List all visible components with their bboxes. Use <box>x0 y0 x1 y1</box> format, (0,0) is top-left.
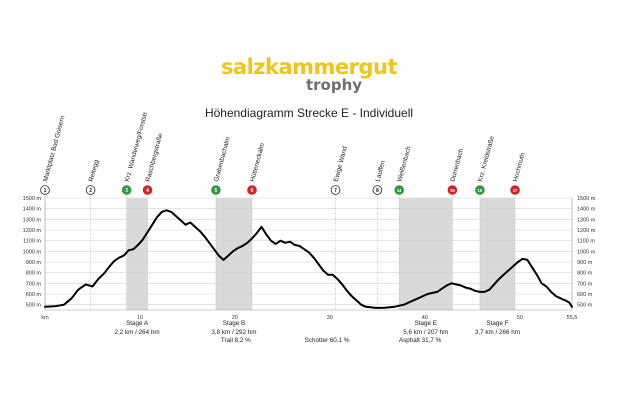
marker: 5 Grabenbachalm <box>211 136 232 195</box>
marker: 6 Hütteneckalm <box>247 142 266 195</box>
marker-circle <box>447 185 458 195</box>
marker: 8 Lauffen <box>372 159 387 195</box>
y-tick-label-left: 800 m <box>26 271 42 277</box>
marker-circle <box>40 185 50 195</box>
elevation-profile-line <box>44 209 573 309</box>
marker-circle <box>247 185 257 195</box>
marker-number: 4 <box>146 188 149 194</box>
stage-name: Stage A <box>126 320 149 327</box>
marker-number: 6 <box>251 188 254 194</box>
marker-number: 1 <box>44 188 47 194</box>
marker-number: 14 <box>397 188 402 193</box>
y-tick-label-right: 500 m <box>577 303 593 309</box>
y-tick-label-right: 1500 m <box>577 196 596 202</box>
marker: 14 Weißenbach <box>394 145 413 195</box>
y-tick-label-left: 1000 m <box>23 249 42 255</box>
x-tick-label: 55,5 <box>567 315 578 321</box>
x-tick-label: 10 <box>137 315 143 321</box>
x-tick-label: 20 <box>232 315 238 321</box>
y-tick-label-right: 900 m <box>577 260 593 266</box>
marker-circle <box>394 185 404 195</box>
marker-circle <box>142 185 153 195</box>
marker-circle <box>510 185 520 195</box>
marker-circle <box>121 185 132 195</box>
y-tick-label-right: 1400 m <box>577 207 596 213</box>
marker-number: 16 <box>478 188 483 193</box>
marker-label: Reitegg <box>88 159 101 183</box>
stage-detail: 2,2 km / 264 hm <box>115 329 160 336</box>
marker-label: Grabenbachalm <box>213 136 232 182</box>
marker-circle <box>372 185 383 195</box>
marker: 15 Dürrenbach <box>447 148 466 195</box>
y-tick-label-right: 800 m <box>577 271 593 277</box>
logo-sub-text: trophy <box>305 76 363 94</box>
marker: 2 Reitegg <box>85 159 101 195</box>
marker-label: Krz. Kreidstraße <box>477 135 496 183</box>
marker-circle <box>475 185 485 195</box>
surface-label: Asphalt 31,7 % <box>399 337 442 344</box>
stage-name: Stage E <box>415 320 437 327</box>
marker: 4 Raschbergstraße <box>142 132 165 195</box>
x-tick-label: 40 <box>422 315 428 321</box>
stage-band <box>399 198 453 310</box>
marker-label: Marktplatz Bad Goisern <box>42 115 66 183</box>
marker-label: Krz. Wanderweg/Forststr. <box>124 110 150 183</box>
stage-detail: 3,7 km / 266 hm <box>475 329 520 336</box>
marker: 1 Marktplatz Bad Goisern <box>40 115 67 195</box>
marker-circle <box>85 185 96 195</box>
marker-label: Ewige Wand <box>333 145 349 182</box>
stage-band <box>479 198 516 310</box>
surface-label: Trail 8,2 % <box>221 337 251 344</box>
marker: 17 Hochmuth <box>510 152 527 195</box>
marker: 7 Ewige Wand <box>330 145 349 195</box>
chart-title: Höhendiagramm Strecke E - Individuell <box>204 106 414 120</box>
y-tick-label-left: 600 m <box>26 292 42 298</box>
x-tick-label: 30 <box>327 315 333 321</box>
y-tick-label-left: 1500 m <box>23 196 42 202</box>
y-tick-label-right: 1000 m <box>577 249 596 255</box>
x-tick-label: km <box>41 315 49 321</box>
stage-band <box>126 198 148 310</box>
marker-number: 15 <box>450 188 455 193</box>
marker-number: 17 <box>513 188 518 193</box>
stage-detail: 3,8 km / 292 hm <box>211 329 256 336</box>
marker-label: Raschbergstraße <box>145 132 165 182</box>
y-tick-label-left: 700 m <box>26 281 42 287</box>
marker-label: Dürrenbach <box>450 148 466 183</box>
marker-number: 8 <box>376 188 379 194</box>
y-tick-label-left: 1200 m <box>23 228 42 234</box>
marker: 16 Krz. Kreidstraße <box>475 135 496 195</box>
marker-label: Weißenbach <box>396 145 412 182</box>
logo: salzkammergut trophy <box>0 57 618 93</box>
y-tick-label-left: 1300 m <box>23 217 42 223</box>
stage-name: Stage B <box>223 320 245 327</box>
stage-name: Stage F <box>486 320 508 327</box>
y-tick-label-left: 1400 m <box>23 207 42 213</box>
marker-number: 3 <box>125 188 128 194</box>
marker-label: Lauffen <box>375 159 387 182</box>
y-tick-label-right: 600 m <box>577 292 593 298</box>
stage-detail: 5,6 km / 207 hm <box>403 329 448 336</box>
y-tick-label-right: 700 m <box>577 281 593 287</box>
marker-circle <box>330 185 341 195</box>
stage-band <box>215 198 253 310</box>
marker-number: 5 <box>215 188 218 194</box>
marker-circle <box>211 185 221 195</box>
y-tick-label-right: 1200 m <box>577 228 596 234</box>
marker-label: Hochmuth <box>512 152 527 183</box>
marker-number: 2 <box>89 188 92 194</box>
x-tick-label: 50 <box>517 315 523 321</box>
surface-label: Schotter 60,1 % <box>305 337 350 344</box>
marker-number: 7 <box>334 188 337 194</box>
y-tick-label-left: 1100 m <box>23 239 41 245</box>
y-tick-label-right: 1300 m <box>577 217 596 223</box>
y-tick-label-right: 1100 m <box>577 239 595 245</box>
y-tick-label-left: 900 m <box>26 260 42 266</box>
y-tick-label-left: 500 m <box>26 303 42 309</box>
marker-label: Hütteneckalm <box>249 142 266 182</box>
logo-main-text: salzkammergut <box>220 55 398 79</box>
